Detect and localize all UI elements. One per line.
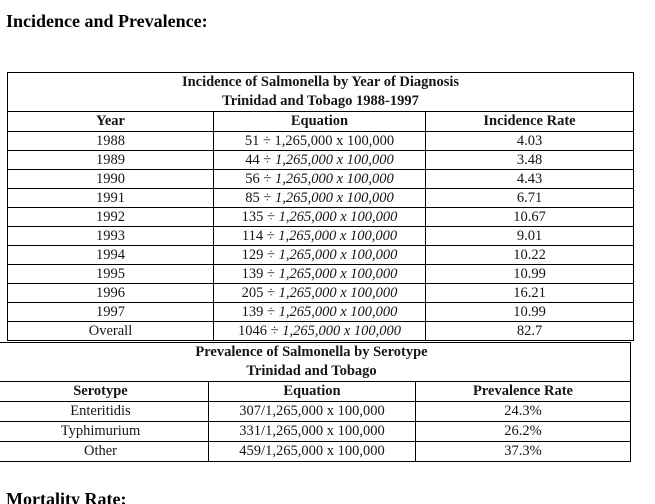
incidence-rate-cell: 10.67 bbox=[424, 207, 635, 227]
incidence-table-title: Incidence of Salmonella by Year of Diagn… bbox=[6, 72, 635, 112]
equation-italic: 1,265,000 x 100,000 bbox=[274, 151, 394, 168]
year-cell: 1996 bbox=[7, 283, 214, 303]
serotype-cell: Other bbox=[0, 441, 209, 462]
equation-cell: 1046 ÷ 1,265,000 x 100,000 bbox=[213, 321, 426, 341]
incidence-table-row: 1991 85 ÷ 1,265,000 x 100,000 6.71 bbox=[7, 188, 635, 208]
incidence-table-row: 1989 44 ÷ 1,265,000 x 100,000 3.48 bbox=[7, 150, 635, 170]
prevalence-table-header-row: Serotype Equation Prevalence Rate bbox=[0, 381, 631, 402]
incidence-table-row: 1988 51 ÷ 1,265,000 x 100,000 4.03 bbox=[7, 131, 635, 151]
equation-italic: 1,265,000 x 100,000 bbox=[278, 303, 398, 320]
prevalence-title-line1: Prevalence of Salmonella by Serotype bbox=[195, 344, 428, 360]
equation-upright: 135 ÷ bbox=[241, 208, 279, 225]
incidence-rate-cell: 9.01 bbox=[424, 226, 635, 246]
equation-cell: 307/1,265,000 x 100,000 bbox=[208, 401, 416, 422]
incidence-rate-cell: 10.22 bbox=[424, 245, 635, 265]
equation-upright: 85 ÷ bbox=[245, 189, 275, 206]
equation-upright: 44 ÷ bbox=[245, 151, 275, 168]
prevalence-table-row: Enteritidis 307/1,265,000 x 100,000 24.3… bbox=[0, 401, 631, 422]
year-cell: Overall bbox=[7, 321, 214, 341]
incidence-rate-cell: 3.48 bbox=[424, 150, 635, 170]
year-cell: 1990 bbox=[7, 169, 214, 189]
year-cell: 1994 bbox=[7, 245, 214, 265]
incidence-table-header-row: Year Equation Incidence Rate bbox=[7, 111, 635, 132]
equation-cell: 129 ÷ 1,265,000 x 100,000 bbox=[213, 245, 426, 265]
incidence-table-row: 1990 56 ÷ 1,265,000 x 100,000 4.43 bbox=[7, 169, 635, 189]
serotype-cell: Typhimurium bbox=[0, 421, 209, 442]
prevalence-table-title-row: Prevalence of Salmonella by Serotype Tri… bbox=[0, 342, 631, 382]
section-heading-incidence-prevalence: Incidence and Prevalence: bbox=[6, 11, 208, 31]
equation-italic: 1,265,000 x 100,000 bbox=[278, 208, 398, 225]
column-header-prevalence-rate: Prevalence Rate bbox=[415, 381, 631, 402]
equation-italic: 1,265,000 x 100,000 bbox=[278, 246, 398, 263]
equation-cell: 85 ÷ 1,265,000 x 100,000 bbox=[213, 188, 426, 208]
equation-cell: 51 ÷ 1,265,000 x 100,000 bbox=[213, 131, 426, 151]
equation-cell: 135 ÷ 1,265,000 x 100,000 bbox=[213, 207, 426, 227]
incidence-table: Incidence of Salmonella by Year of Diagn… bbox=[6, 72, 635, 341]
equation-italic: 1,265,000 x 100,000 bbox=[278, 284, 398, 301]
equation-italic: 1,265,000 x 100,000 bbox=[278, 265, 398, 282]
prevalence-rate-cell: 37.3% bbox=[415, 441, 631, 462]
equation-italic: 1,265,000 x 100,000 bbox=[274, 170, 394, 187]
column-header-incidence-rate: Incidence Rate bbox=[424, 111, 635, 132]
equation-italic: 1,265,000 x 100,000 bbox=[282, 322, 402, 339]
equation-italic: 1,265,000 x 100,000 bbox=[274, 189, 394, 206]
incidence-table-row: 1995 139 ÷ 1,265,000 x 100,000 10.99 bbox=[7, 264, 635, 284]
equation-upright: 205 ÷ bbox=[241, 284, 279, 301]
equation-upright: 56 ÷ bbox=[245, 170, 275, 187]
equation-cell: 139 ÷ 1,265,000 x 100,000 bbox=[213, 302, 426, 322]
incidence-rate-cell: 10.99 bbox=[424, 264, 635, 284]
column-header-equation: Equation bbox=[208, 381, 416, 402]
incidence-table-row: Overall 1046 ÷ 1,265,000 x 100,000 82.7 bbox=[7, 321, 635, 341]
incidence-rate-cell: 6.71 bbox=[424, 188, 635, 208]
incidence-table-row: 1996 205 ÷ 1,265,000 x 100,000 16.21 bbox=[7, 283, 635, 303]
incidence-rate-cell: 4.03 bbox=[424, 131, 635, 151]
equation-cell: 56 ÷ 1,265,000 x 100,000 bbox=[213, 169, 426, 189]
year-cell: 1995 bbox=[7, 264, 214, 284]
equation-upright: 139 ÷ bbox=[241, 303, 279, 320]
equation-upright: 1046 ÷ bbox=[237, 322, 283, 339]
incidence-rate-cell: 4.43 bbox=[424, 169, 635, 189]
prevalence-table-row: Other 459/1,265,000 x 100,000 37.3% bbox=[0, 441, 631, 462]
incidence-title-line2: Trinidad and Tobago 1988-1997 bbox=[222, 93, 419, 109]
incidence-rate-cell: 82.7 bbox=[424, 321, 635, 341]
prevalence-table-title: Prevalence of Salmonella by Serotype Tri… bbox=[0, 342, 631, 382]
incidence-rate-cell: 16.21 bbox=[424, 283, 635, 303]
equation-cell: 139 ÷ 1,265,000 x 100,000 bbox=[213, 264, 426, 284]
year-cell: 1992 bbox=[7, 207, 214, 227]
year-cell: 1989 bbox=[7, 150, 214, 170]
incidence-table-row: 1992 135 ÷ 1,265,000 x 100,000 10.67 bbox=[7, 207, 635, 227]
incidence-rate-cell: 10.99 bbox=[424, 302, 635, 322]
equation-upright: 129 ÷ bbox=[241, 246, 279, 263]
year-cell: 1997 bbox=[7, 302, 214, 322]
equation-cell: 44 ÷ 1,265,000 x 100,000 bbox=[213, 150, 426, 170]
prevalence-rate-cell: 24.3% bbox=[415, 401, 631, 422]
column-header-year: Year bbox=[7, 111, 214, 132]
equation-upright: 114 ÷ bbox=[241, 227, 279, 244]
serotype-cell: Enteritidis bbox=[0, 401, 209, 422]
column-header-equation: Equation bbox=[213, 111, 426, 132]
column-header-serotype: Serotype bbox=[0, 381, 209, 402]
incidence-table-row: 1994 129 ÷ 1,265,000 x 100,000 10.22 bbox=[7, 245, 635, 265]
year-cell: 1993 bbox=[7, 226, 214, 246]
incidence-table-row: 1993 114 ÷ 1,265,000 x 100,000 9.01 bbox=[7, 226, 635, 246]
incidence-table-title-row: Incidence of Salmonella by Year of Diagn… bbox=[6, 72, 635, 112]
equation-upright: 139 ÷ bbox=[241, 265, 279, 282]
prevalence-table-row: Typhimurium 331/1,265,000 x 100,000 26.2… bbox=[0, 421, 631, 442]
equation-upright: 51 ÷ 1,265,000 x 100,000 bbox=[244, 132, 395, 149]
section-heading-mortality-rate: Mortality Rate: bbox=[6, 489, 127, 504]
incidence-title-line1: Incidence of Salmonella by Year of Diagn… bbox=[181, 74, 460, 90]
equation-cell: 459/1,265,000 x 100,000 bbox=[208, 441, 416, 462]
prevalence-title-line2: Trinidad and Tobago bbox=[246, 363, 377, 379]
prevalence-table: Prevalence of Salmonella by Serotype Tri… bbox=[0, 342, 631, 462]
equation-cell: 114 ÷ 1,265,000 x 100,000 bbox=[213, 226, 426, 246]
year-cell: 1991 bbox=[7, 188, 214, 208]
prevalence-rate-cell: 26.2% bbox=[415, 421, 631, 442]
equation-italic: 1,265,000 x 100,000 bbox=[278, 227, 398, 244]
equation-cell: 205 ÷ 1,265,000 x 100,000 bbox=[213, 283, 426, 303]
incidence-table-row: 1997 139 ÷ 1,265,000 x 100,000 10.99 bbox=[7, 302, 635, 322]
equation-cell: 331/1,265,000 x 100,000 bbox=[208, 421, 416, 442]
year-cell: 1988 bbox=[7, 131, 214, 151]
